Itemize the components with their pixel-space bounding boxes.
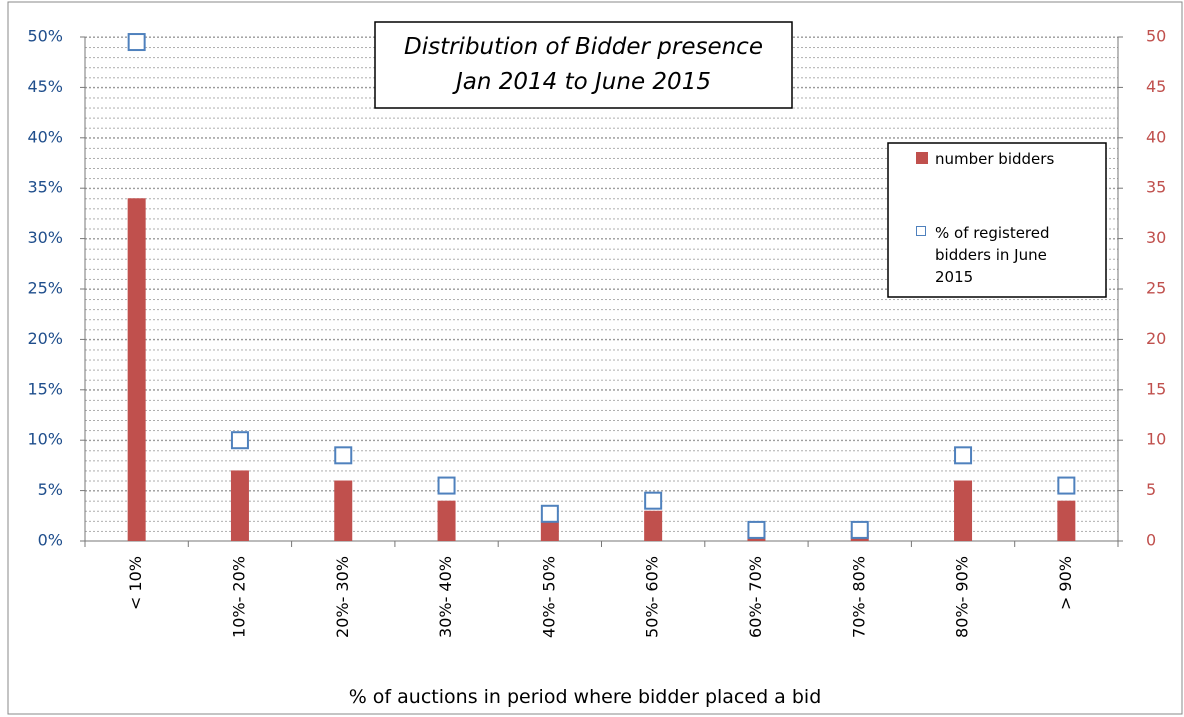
chart-title: Distribution of Bidder presence Jan 2014… <box>375 30 792 100</box>
y-tick-label: 45% <box>27 77 63 96</box>
y-tick-label: 20% <box>27 329 63 348</box>
x-tick-label: > 90% <box>1056 556 1075 610</box>
y2-tick-label: 15 <box>1146 379 1166 398</box>
legend-swatch <box>916 226 926 236</box>
marks: 0% 5% 10% 15% 20% 25% 30% 35% 40% 45% 50% 0 5 10 15 20 2… <box>27 27 1166 638</box>
legend-entry: % of registered bidders in June 2015 <box>935 224 1050 286</box>
x-tick-label: 80%- 90% <box>953 556 972 638</box>
x-tick-label: 20%- 30% <box>333 556 352 638</box>
bar <box>230 470 249 541</box>
x-tick-label: 30%- 40% <box>436 556 455 638</box>
y-tick-label: 35% <box>27 178 63 197</box>
legend-box <box>887 142 1107 298</box>
y-tick-label: 5% <box>38 480 63 499</box>
y-tick-label: 10% <box>27 430 63 449</box>
y2-tick-label: 0 <box>1146 531 1156 550</box>
x-tick-label: 10%- 20% <box>229 556 248 638</box>
x-tick-label: 60%- 70% <box>746 556 765 638</box>
x-tick-label: 50%- 60% <box>643 556 662 638</box>
bar <box>540 520 559 541</box>
y-tick-label: 25% <box>27 279 63 298</box>
y2-tick-label: 5 <box>1146 480 1156 499</box>
x-tick-label: 70%- 80% <box>849 556 868 638</box>
marker <box>644 491 663 510</box>
marker <box>437 476 456 495</box>
title-line: Jan 2014 to June 2015 <box>456 69 711 95</box>
marker <box>850 520 869 539</box>
title-line: Distribution of Bidder presence <box>404 34 763 60</box>
x-axis-title: % of auctions in period where bidder pla… <box>348 686 822 708</box>
bar <box>127 198 146 541</box>
marker <box>540 504 559 523</box>
y2-tick-label: 25 <box>1146 279 1166 298</box>
marker <box>334 446 353 465</box>
marker <box>954 446 973 465</box>
title-box <box>374 21 793 109</box>
bar <box>1057 500 1076 541</box>
y-tick-label: 15% <box>27 379 63 398</box>
y-tick-label: 40% <box>27 127 63 146</box>
y2-tick-label: 50 <box>1146 27 1166 46</box>
y2-tick-label: 45 <box>1146 77 1166 96</box>
marker <box>747 520 766 539</box>
y2-tick-label: 10 <box>1146 430 1166 449</box>
bar <box>954 480 973 541</box>
y-tick-label: 0% <box>38 531 63 550</box>
bar <box>334 480 353 541</box>
y2-tick-label: 40 <box>1146 127 1166 146</box>
legend-swatch <box>916 152 928 164</box>
legend-entry: number bidders <box>935 150 1055 168</box>
y2-tick-label: 30 <box>1146 228 1166 247</box>
y2-tick-label: 35 <box>1146 178 1166 197</box>
x-tick-label: < 10% <box>126 556 145 610</box>
marker <box>127 33 146 52</box>
bar <box>437 500 456 541</box>
bar <box>644 510 663 541</box>
y-tick-label: 30% <box>27 228 63 247</box>
x-tick-label: 40%- 50% <box>539 556 558 638</box>
marker <box>1057 476 1076 495</box>
marker <box>230 431 249 450</box>
y2-tick-label: 20 <box>1146 329 1166 348</box>
y-tick-label: 50% <box>27 27 63 46</box>
